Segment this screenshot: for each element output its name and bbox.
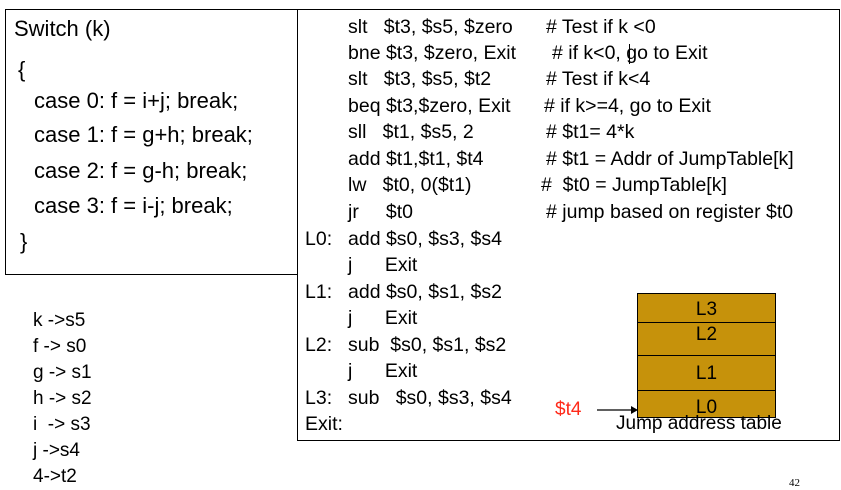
code-comment: # Test if k<4 bbox=[546, 68, 651, 90]
register-map-item: g -> s1 bbox=[33, 362, 92, 383]
switch-line: case 2: f = g-h; break; bbox=[34, 158, 248, 183]
code-instruction: beq $t3,$zero, Exit bbox=[348, 95, 511, 117]
code-comment: # $t1 = Addr of JumpTable[k] bbox=[546, 148, 794, 170]
jump-table-caption: Jump address table bbox=[616, 413, 782, 434]
register-map-item: h -> s2 bbox=[33, 388, 92, 409]
code-comment: # if k>=4, go to Exit bbox=[544, 95, 711, 117]
code-label: L3: bbox=[305, 387, 333, 409]
code-instruction: add $t1,$t1, $t4 bbox=[348, 148, 484, 170]
code-instruction: slt $t3, $s5, $zero bbox=[348, 16, 513, 38]
code-comment: # $t1= 4*k bbox=[546, 121, 635, 143]
code-instruction: sub $s0, $s3, $s4 bbox=[348, 387, 512, 409]
code-instruction: jr $t0 bbox=[348, 201, 414, 223]
code-instruction: bne $t3, $zero, Exit bbox=[348, 42, 517, 64]
switch-line: { bbox=[18, 57, 26, 82]
switch-statement-box: Switch (k) { case 0: f = i+j; break; cas… bbox=[5, 9, 298, 275]
code-label: Exit: bbox=[305, 413, 343, 435]
jump-table-entry: L1 bbox=[637, 355, 776, 391]
code-instruction: slt $t3, $s5, $t2 bbox=[348, 68, 492, 90]
code-instruction: j Exit bbox=[348, 254, 418, 276]
code-comment: # $t0 = JumpTable[k] bbox=[541, 174, 727, 196]
register-map-item: 4->t2 bbox=[33, 466, 77, 487]
register-map-item: f -> s0 bbox=[33, 336, 87, 357]
code-comment: # if k<0, go to Exit bbox=[552, 42, 708, 64]
code-instruction: add $s0, $s1, $s2 bbox=[348, 281, 502, 303]
switch-line: case 3: f = i-j; break; bbox=[34, 193, 233, 218]
jump-table-entry: L3 bbox=[637, 293, 776, 323]
code-instruction: sub $s0, $s1, $s2 bbox=[348, 334, 507, 356]
code-instruction: j Exit bbox=[348, 307, 418, 329]
pointer-arrow-icon bbox=[597, 406, 638, 414]
switch-line: case 0: f = i+j; break; bbox=[34, 88, 239, 113]
t4-pointer-label: $t4 bbox=[555, 399, 582, 420]
text-cursor bbox=[629, 44, 630, 64]
code-label: L0: bbox=[305, 228, 333, 250]
jump-table-entry: L2 bbox=[637, 322, 776, 356]
register-map-item: i -> s3 bbox=[33, 414, 91, 435]
code-label: L2: bbox=[305, 334, 333, 356]
switch-line: Switch (k) bbox=[14, 16, 111, 41]
code-comment: # jump based on register $t0 bbox=[546, 201, 794, 223]
jump-table-entry: L0 bbox=[637, 390, 776, 418]
code-instruction: sll $t1, $s5, 2 bbox=[348, 121, 474, 143]
page-number: 42 bbox=[789, 477, 800, 489]
code-label: L1: bbox=[305, 281, 333, 303]
switch-line: case 1: f = g+h; break; bbox=[34, 122, 253, 147]
register-map-item: j ->s4 bbox=[33, 440, 80, 461]
code-comment: # Test if k <0 bbox=[546, 16, 656, 38]
code-instruction: lw $t0, 0($t1) bbox=[348, 174, 472, 196]
register-map-item: k ->s5 bbox=[33, 310, 86, 331]
code-instruction: j Exit bbox=[348, 360, 418, 382]
switch-line: } bbox=[20, 229, 28, 254]
code-instruction: add $s0, $s3, $s4 bbox=[348, 228, 502, 250]
